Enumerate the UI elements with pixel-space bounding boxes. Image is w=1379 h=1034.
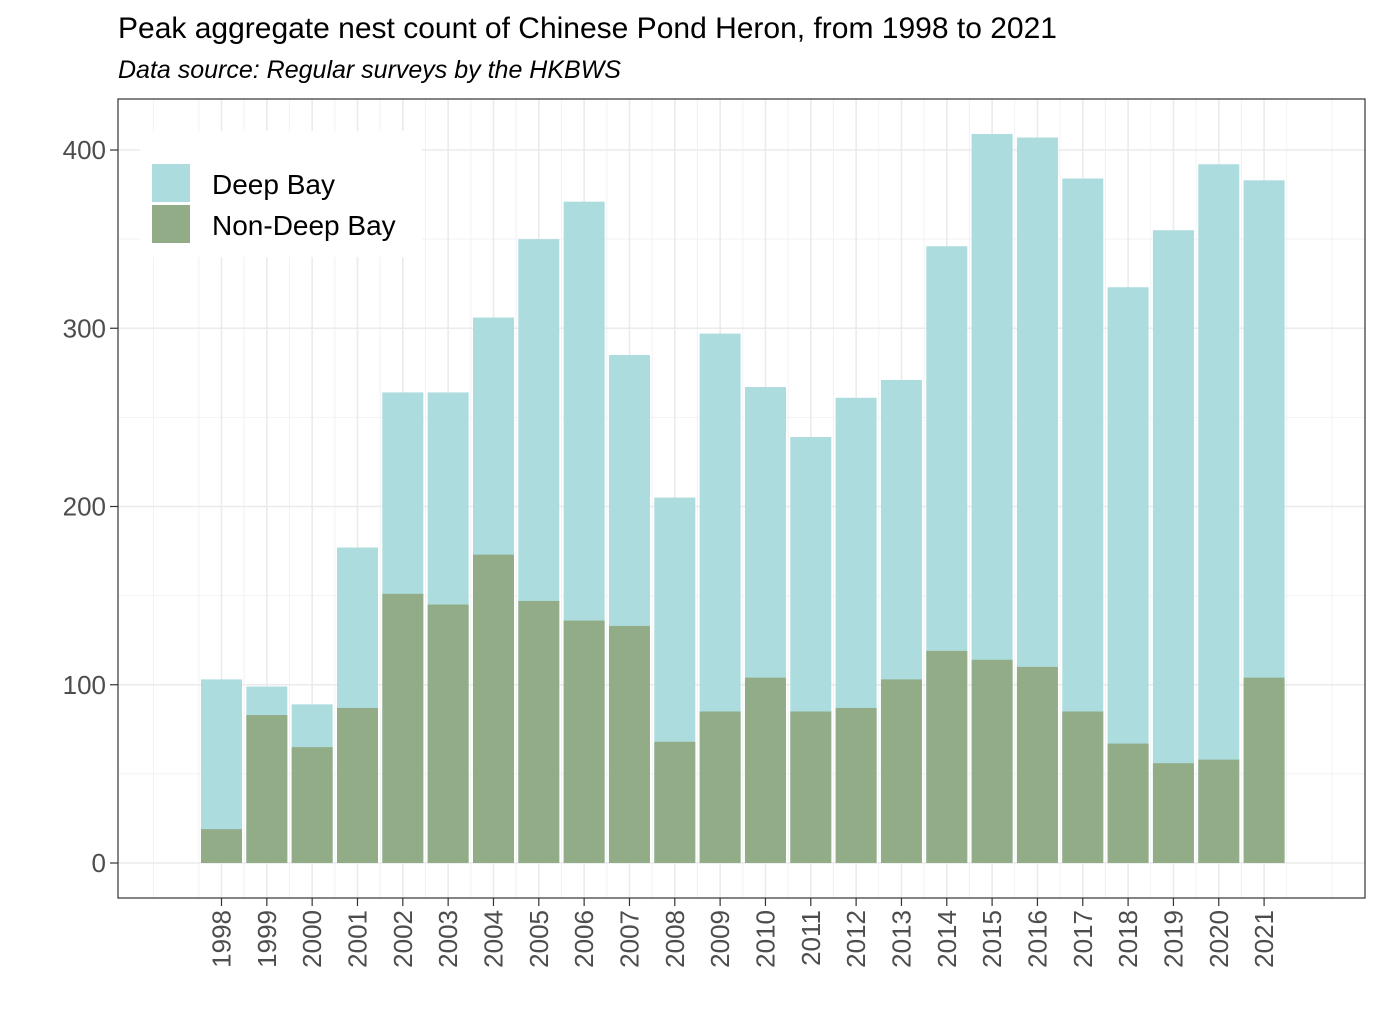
x-tick-label: 2008 xyxy=(660,910,690,968)
y-tick-label: 200 xyxy=(63,492,106,522)
x-axis: 1998 1999 2000 2001 2002 2003 2004 2005 2006 2007… xyxy=(207,898,1279,968)
legend-key-non-deep-bay xyxy=(152,205,190,243)
bar-non-deep-bay-2008 xyxy=(654,741,696,863)
x-tick-label: 2014 xyxy=(932,910,962,968)
bar-non-deep-bay-1998 xyxy=(201,829,242,863)
bar-non-deep-bay-2014 xyxy=(926,650,968,863)
y-tick-label: 0 xyxy=(92,848,106,878)
x-tick-label: 2001 xyxy=(342,910,372,968)
bar-non-deep-bay-2015 xyxy=(971,659,1013,863)
bar-non-deep-bay-2001 xyxy=(336,707,378,863)
x-tick-label: 2015 xyxy=(977,910,1007,968)
bar-non-deep-bay-2012 xyxy=(835,707,877,863)
x-tick-label: 2003 xyxy=(433,910,463,968)
bar-non-deep-bay-2006 xyxy=(563,620,605,863)
bar-non-deep-bay-1999 xyxy=(246,715,288,863)
y-tick-label: 100 xyxy=(63,670,106,700)
legend-key-deep-bay xyxy=(152,164,190,202)
bar-non-deep-bay-2007 xyxy=(608,625,650,863)
x-tick-label: 2016 xyxy=(1022,910,1052,968)
x-tick-label: 2000 xyxy=(297,910,327,968)
x-tick-label: 2010 xyxy=(750,910,780,968)
bar-non-deep-bay-2004 xyxy=(472,554,514,863)
legend-label-non-deep-bay: Non-Deep Bay xyxy=(212,210,396,241)
x-tick-label: 2005 xyxy=(524,910,554,968)
x-tick-label: 1999 xyxy=(252,910,282,968)
bar-non-deep-bay-2003 xyxy=(427,604,469,863)
x-tick-label: 2019 xyxy=(1158,910,1188,968)
plot-border xyxy=(117,98,1366,899)
x-tick-label: 2006 xyxy=(569,910,599,968)
x-tick-label: 2004 xyxy=(478,910,508,968)
x-tick-label: 2018 xyxy=(1113,910,1143,968)
x-tick-label: 2002 xyxy=(388,910,418,968)
legend: Deep Bay Non-Deep Bay xyxy=(140,131,422,257)
x-tick-label: 2007 xyxy=(614,910,644,968)
x-tick-label: 2017 xyxy=(1068,910,1098,968)
x-tick-label: 1998 xyxy=(207,910,237,968)
bar-non-deep-bay-2017 xyxy=(1062,711,1104,863)
bar-non-deep-bay-2021 xyxy=(1243,677,1285,863)
bar-non-deep-bay-2010 xyxy=(744,677,786,863)
chart-title: Peak aggregate nest count of Chinese Pon… xyxy=(118,12,1057,45)
bar-non-deep-bay-2005 xyxy=(518,600,560,863)
x-tick-label: 2012 xyxy=(841,910,871,968)
bar-non-deep-bay-2016 xyxy=(1016,666,1058,863)
bar-non-deep-bay-2019 xyxy=(1152,763,1194,863)
x-tick-label: 2021 xyxy=(1249,910,1279,968)
bar-non-deep-bay-2002 xyxy=(382,593,424,863)
y-axis: 0 100 200 300 400 xyxy=(63,135,118,878)
bar-non-deep-bay-2011 xyxy=(790,711,832,863)
bar-deep-bay-2020 xyxy=(1198,164,1240,863)
chart-subtitle: Data source: Regular surveys by the HKBW… xyxy=(118,56,621,84)
bar-non-deep-bay-2018 xyxy=(1107,743,1149,863)
bar-non-deep-bay-2013 xyxy=(880,679,922,863)
legend-label-deep-bay: Deep Bay xyxy=(212,169,335,200)
bar-non-deep-bay-2020 xyxy=(1198,759,1240,863)
x-tick-label: 2020 xyxy=(1204,910,1234,968)
bar-non-deep-bay-2009 xyxy=(699,711,741,863)
bars xyxy=(201,133,1285,864)
bar-deep-bay-2019 xyxy=(1152,230,1194,863)
x-tick-label: 2011 xyxy=(796,910,826,966)
x-tick-label: 2009 xyxy=(705,910,735,968)
bar-non-deep-bay-2000 xyxy=(291,747,333,863)
x-tick-label: 2013 xyxy=(886,910,916,968)
y-tick-label: 400 xyxy=(63,135,106,165)
y-tick-label: 300 xyxy=(63,313,106,343)
